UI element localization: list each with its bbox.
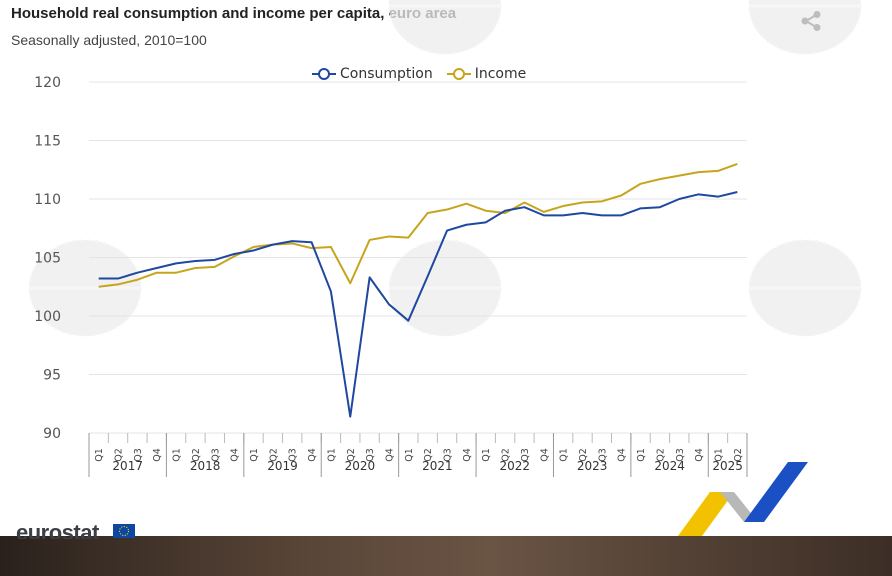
year-label: 2020 xyxy=(345,459,376,473)
x-tick-label: Q2 xyxy=(191,448,202,462)
y-tick-label: 95 xyxy=(43,368,61,384)
chart-subtitle: Seasonally adjusted, 2010=100 xyxy=(11,32,207,48)
x-tick-label: Q1 xyxy=(713,448,724,462)
y-tick-label: 90 xyxy=(43,426,61,442)
watermark-disc xyxy=(748,239,862,337)
x-tick-label: Q4 xyxy=(384,448,395,462)
ribbon-yellow xyxy=(678,492,734,536)
ribbon-logo xyxy=(678,462,808,536)
legend-marker-income xyxy=(446,68,471,80)
x-tick-label: Q2 xyxy=(268,448,279,462)
year-label: 2022 xyxy=(499,459,530,473)
x-tick-label: Q4 xyxy=(617,448,628,462)
series-lines xyxy=(98,162,738,418)
x-tick-label: Q1 xyxy=(481,448,492,462)
x-tick-label: Q3 xyxy=(597,448,608,462)
x-tick-label: Q4 xyxy=(539,448,550,462)
footer-band xyxy=(0,536,892,576)
x-tick-label: Q1 xyxy=(404,448,415,462)
x-tick-label: Q2 xyxy=(114,448,125,462)
y-axis: 90 95 100 105 110 115 120 xyxy=(34,75,61,442)
y-tick-label: 120 xyxy=(34,75,61,91)
x-tick-label: Q2 xyxy=(733,448,744,462)
chart-title: Household real consumption and income pe… xyxy=(11,5,457,22)
watermark-disc xyxy=(388,239,502,337)
legend-marker-consumption xyxy=(312,68,336,80)
y-tick-label: 100 xyxy=(34,309,61,325)
x-tick-label: Q3 xyxy=(365,448,376,462)
x-tick-label: Q3 xyxy=(288,448,299,462)
x-tick-label: Q3 xyxy=(210,448,221,462)
x-tick-label: Q2 xyxy=(501,448,512,462)
series-line-consumption[interactable] xyxy=(98,191,738,418)
watermark-disc xyxy=(388,0,502,55)
x-tick-label: Q2 xyxy=(346,448,357,462)
eu-flag-icon xyxy=(113,524,135,538)
legend-item-consumption[interactable]: Consumption xyxy=(312,66,433,82)
year-label: 2024 xyxy=(654,459,685,473)
x-tick-label: Q2 xyxy=(655,448,666,462)
legend-label-consumption: Consumption xyxy=(340,66,433,82)
year-label: 2018 xyxy=(190,459,221,473)
x-tick-label: Q4 xyxy=(462,448,473,462)
series-line-income[interactable] xyxy=(98,162,738,288)
eu-stars xyxy=(119,526,129,536)
eurostat-logo: eurostat xyxy=(16,521,99,539)
year-label: 2021 xyxy=(422,459,453,473)
chart-legend: Consumption Income xyxy=(312,64,526,84)
x-tick-label: Q4 xyxy=(152,448,163,462)
x-tick-label: Q1 xyxy=(249,448,260,462)
x-tick-label: Q4 xyxy=(230,448,241,462)
x-tick-label: Q1 xyxy=(559,448,570,462)
year-label: 2017 xyxy=(112,459,143,473)
watermark-disc xyxy=(748,0,862,55)
x-tick-label: Q1 xyxy=(326,448,337,462)
x-axis: Q1 Q2 Q3 Q4 Q1 Q2 Q3 Q4 Q1 Q2 Q3 Q4 Q1 Q2 Q3 Q4 Q1 Q2 Q3 Q4… xyxy=(88,433,748,477)
x-tick-label: Q1 xyxy=(172,448,183,462)
ribbon-blue xyxy=(744,462,808,522)
x-tick-label: Q3 xyxy=(520,448,531,462)
watermark-group xyxy=(28,0,862,337)
grid-lines xyxy=(89,81,747,434)
y-tick-label: 110 xyxy=(34,192,61,208)
year-label: 2025 xyxy=(712,459,743,473)
y-tick-label: 115 xyxy=(34,134,61,150)
legend-label-income: Income xyxy=(474,66,527,82)
x-tick-label: Q2 xyxy=(423,448,434,462)
x-tick-label: Q4 xyxy=(694,448,705,462)
x-tick-label: Q3 xyxy=(133,448,144,462)
watermark-disc xyxy=(28,239,142,337)
x-tick-label: Q1 xyxy=(94,448,105,462)
line-chart: 90 95 100 105 110 115 120 Q1 Q2 Q3 Q4 Q1 Q2 Q3 Q4 Q1 Q2… xyxy=(28,0,862,477)
ribbon-grey xyxy=(720,492,758,522)
x-tick-label: Q3 xyxy=(443,448,454,462)
year-label: 2023 xyxy=(577,459,608,473)
legend-item-income[interactable]: Income xyxy=(446,66,527,82)
x-tick-label: Q3 xyxy=(675,448,686,462)
x-tick-label: Q2 xyxy=(578,448,589,462)
y-tick-label: 105 xyxy=(34,251,61,267)
x-tick-label: Q4 xyxy=(307,448,318,462)
year-label: 2019 xyxy=(267,459,298,473)
x-tick-label: Q1 xyxy=(636,448,647,462)
